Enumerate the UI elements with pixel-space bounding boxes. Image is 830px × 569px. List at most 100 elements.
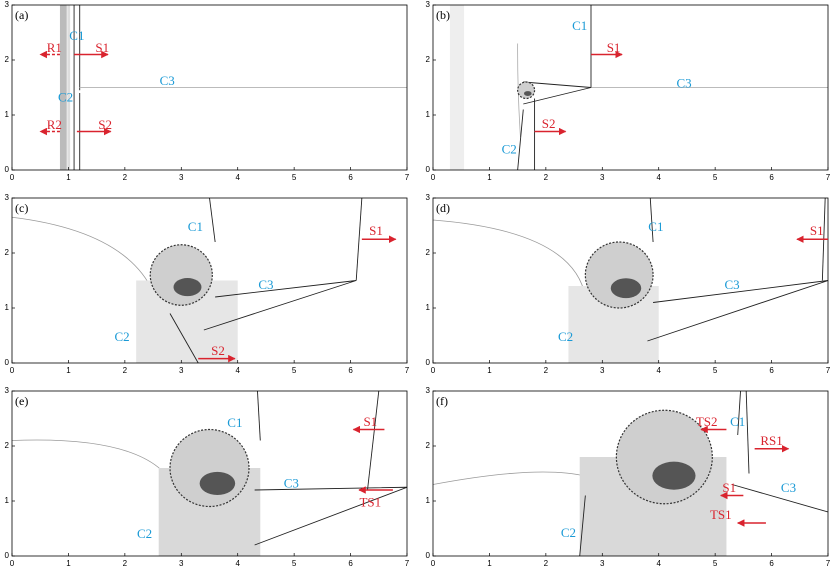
shade [67,5,71,170]
x-tick-label: 7 [826,173,830,182]
panel-label: (f) [436,394,448,408]
x-tick-label: 7 [405,366,410,375]
wave-front [745,391,750,474]
x-tick-label: 2 [544,366,549,375]
x-tick-label: 0 [10,559,15,568]
wave-front [169,313,199,363]
vortex-core [610,278,642,299]
annotation: S2 [542,116,556,131]
panel: 0 1 2 3 4 5 6 7 0 1 2 3 (b) C1 S1 C3 C2 S2 [426,0,830,182]
x-tick-label: 2 [544,559,549,568]
annotation: C1 [69,28,84,43]
y-tick-label: 2 [426,248,431,257]
vortex-core [173,278,202,297]
wave-front [737,391,741,436]
y-tick-label: 0 [426,358,431,367]
y-tick-label: 2 [5,55,10,64]
x-tick-label: 1 [66,559,71,568]
flow-field [449,5,828,170]
flow-field [12,198,363,363]
plot-frame [432,197,829,364]
x-tick-label: 5 [713,173,718,182]
x-tick-label: 4 [656,173,661,182]
wave-front [257,391,261,441]
annotation: S1 [722,480,736,495]
y-tick-label: 1 [5,303,10,312]
flow-field [433,198,828,363]
wave-front [12,439,177,491]
x-tick-label: 2 [544,173,549,182]
x-tick-label: 4 [235,559,240,568]
y-tick-label: 2 [426,55,431,64]
wave-front [12,216,154,292]
y-tick-label: 1 [426,303,431,312]
x-tick-label: 3 [600,366,605,375]
x-tick-label: 5 [713,366,718,375]
annotation: C2 [114,329,129,344]
wave-front [209,198,216,243]
vortex [584,241,654,309]
y-tick-label: 3 [5,193,10,202]
panel: 0 1 2 3 4 5 6 7 0 1 2 3 (c) C1 S1 C3 C2 S2 [5,193,410,375]
annotation: C3 [781,480,796,495]
x-tick-label: 3 [179,366,184,375]
annotation: R2 [47,117,62,132]
y-tick-label: 1 [426,110,431,119]
flow-field [12,391,407,556]
x-tick-label: 2 [123,559,128,568]
annotation: TS2 [696,414,718,429]
x-tick-label: 7 [826,366,830,375]
panel-label: (b) [436,8,450,22]
y-tick-label: 3 [426,386,431,395]
panel-label: (d) [436,201,450,215]
panel: 0 1 2 3 4 5 6 7 0 1 2 3 (a) R1 C1 S1 C3 C2 R2 S2 [5,0,410,182]
x-tick-label: 5 [292,366,297,375]
x-tick-label: 3 [600,173,605,182]
x-tick-label: 4 [235,173,240,182]
annotation: TS1 [710,507,732,522]
x-tick-label: 6 [348,559,353,568]
x-tick-label: 0 [10,366,15,375]
x-tick-label: 7 [826,559,830,568]
x-tick-label: 4 [235,366,240,375]
wave-front [579,495,586,556]
annotation: C3 [258,277,273,292]
annotation: C3 [160,73,175,88]
y-tick-label: 0 [5,551,10,560]
x-tick-label: 7 [405,173,410,182]
y-tick-label: 0 [426,551,431,560]
y-tick-label: 2 [5,441,10,450]
annotation: C2 [502,142,517,157]
shade [59,5,67,170]
vortex [149,244,213,306]
wave-front [731,484,828,513]
wave-front [433,219,586,298]
x-tick-label: 3 [600,559,605,568]
panel: 0 1 2 3 4 5 6 7 0 1 2 3 (d) C1 S1 C3 C2 [426,193,830,375]
plot-frame [432,390,829,557]
vortex-core [523,91,532,97]
x-tick-label: 5 [292,173,297,182]
panel: 0 1 2 3 4 5 6 7 0 1 2 3 (e) C1 S1 C3 TS1 C2 [5,386,410,568]
annotation: S1 [95,40,109,55]
plot-frame [11,390,408,557]
annotation: C2 [137,526,152,541]
y-tick-label: 1 [426,496,431,505]
y-tick-label: 0 [5,165,10,174]
annotation: S1 [369,223,383,238]
x-tick-label: 3 [179,559,184,568]
y-tick-label: 0 [426,165,431,174]
x-tick-label: 1 [487,366,492,375]
x-tick-label: 2 [123,173,128,182]
y-tick-label: 2 [5,248,10,257]
annotation: S1 [607,40,621,55]
y-tick-label: 3 [426,0,431,9]
x-tick-label: 7 [405,559,410,568]
x-tick-label: 0 [10,173,15,182]
x-tick-label: 3 [179,173,184,182]
annotation: C2 [558,329,573,344]
vortex [169,428,250,508]
annotation: RS1 [760,433,782,448]
annotation: C3 [677,76,692,91]
annotation: S1 [363,414,377,429]
